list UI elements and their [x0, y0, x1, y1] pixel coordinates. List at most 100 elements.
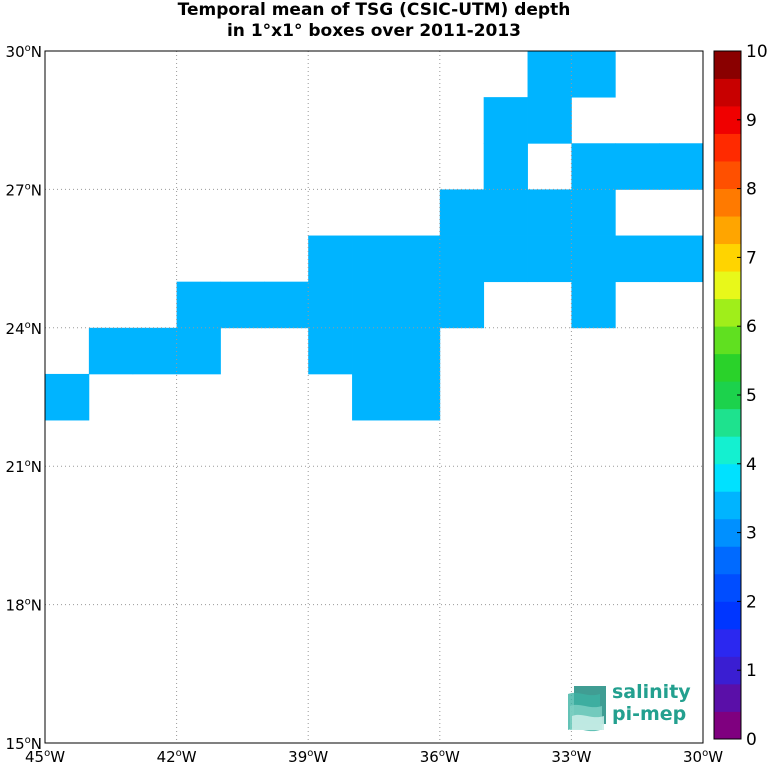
- colorbar-segment: [714, 408, 741, 437]
- longitude-tick-label: 33oW: [551, 748, 591, 763]
- latitude-tick-label: 21oN: [6, 458, 42, 476]
- data-cell: [395, 235, 441, 283]
- data-cell: [88, 327, 134, 375]
- data-cell: [439, 189, 485, 236]
- data-cell: [571, 143, 616, 190]
- data-cell: [483, 143, 528, 190]
- data-cell: [308, 281, 353, 329]
- latitude-axis: 15oN 18oN 21oN 24oN 27oN 30oN: [6, 43, 42, 753]
- data-cell: [615, 143, 660, 190]
- colorbar-segment: [714, 546, 741, 575]
- colorbar-segment: [714, 78, 741, 107]
- data-cell: [352, 235, 397, 283]
- data-cell: [132, 327, 177, 375]
- data-cell: [395, 327, 441, 375]
- map-gridlines: [45, 51, 703, 743]
- data-cell: [659, 143, 704, 190]
- data-cell: [571, 189, 616, 236]
- logo-wordmark: salinity pi-mep: [612, 681, 691, 725]
- data-cell: [483, 97, 528, 144]
- logo-line-2: pi-mep: [612, 703, 687, 725]
- colorbar-tick-label: 10: [746, 42, 768, 62]
- data-cell: [571, 51, 616, 98]
- data-cell: [308, 327, 353, 375]
- colorbar-segment: [714, 133, 741, 162]
- colorbar-tick-label: 8: [746, 180, 757, 200]
- colorbar-segment: [714, 106, 741, 134]
- map-title-line-2: in 1°x1° boxes over 2011-2013: [226, 21, 522, 41]
- data-cell: [352, 281, 397, 329]
- data-cell: [571, 235, 616, 283]
- colorbar-segment: [714, 463, 741, 492]
- colorbar-tick-label: 7: [746, 248, 757, 268]
- colorbar-segment: [714, 628, 741, 657]
- colorbar-tick-label: 3: [746, 524, 757, 544]
- logo-line-1: salinity: [612, 681, 691, 703]
- colorbar-tick-label: 4: [746, 455, 757, 475]
- colorbar-segment: [714, 326, 741, 355]
- colorbar-segment: [714, 188, 741, 217]
- data-cell: [439, 235, 485, 283]
- colorbar-segment: [714, 711, 741, 740]
- colorbar-segment: [714, 491, 741, 520]
- colorbar-tick-label: 5: [746, 386, 757, 406]
- colorbar-segment: [714, 51, 741, 79]
- data-cell: [308, 235, 353, 283]
- data-cell: [527, 189, 572, 236]
- colorbar-segment: [714, 656, 741, 685]
- latitude-tick-label: 30oN: [6, 43, 42, 61]
- data-cell: [527, 235, 572, 283]
- data-cell: [220, 281, 265, 329]
- salinity-pi-mep-logo-icon: [568, 686, 606, 732]
- data-cell: [615, 235, 660, 283]
- data-cell: [395, 373, 441, 421]
- colorbar-segment: [714, 436, 741, 465]
- data-cell: [483, 189, 528, 236]
- colorbar-segment: [714, 243, 741, 272]
- map-title: Temporal mean of TSG (CSIC-UTM) depth in…: [45, 0, 703, 42]
- colorbar-segment: [714, 298, 741, 327]
- colorbar-tick-label: 9: [746, 111, 757, 131]
- latitude-tick-label: 15oN: [6, 735, 42, 753]
- colorbar-segment: [714, 518, 741, 547]
- colorbar-segment: [714, 353, 741, 382]
- data-cell: [45, 373, 90, 421]
- longitude-axis: 45oW 42oW 39oW 36oW 33oW 30oW: [25, 748, 723, 763]
- colorbar: 0 1 2 3 4 5 6 7 8 9 10: [713, 42, 768, 750]
- data-cells: [45, 51, 704, 421]
- colorbar-tick-label: 0: [746, 730, 757, 750]
- data-cell: [527, 97, 572, 144]
- longitude-tick-label: 45oW: [25, 748, 65, 763]
- data-cell: [176, 281, 221, 329]
- colorbar-segment: [714, 381, 741, 410]
- data-cell: [571, 281, 616, 329]
- longitude-tick-label: 39oW: [288, 748, 328, 763]
- colorbar-segment: [714, 271, 741, 300]
- colorbar-segment: [714, 216, 741, 245]
- colorbar-segment: [714, 683, 741, 712]
- data-cell: [483, 235, 528, 283]
- colorbar-segment: [714, 573, 741, 602]
- data-cell: [264, 281, 309, 329]
- longitude-tick-label: 42oW: [157, 748, 197, 763]
- longitude-tick-label: 30oW: [683, 748, 723, 763]
- data-cell: [527, 51, 572, 98]
- colorbar-tick-label: 6: [746, 317, 757, 337]
- latitude-tick-label: 18oN: [6, 597, 42, 615]
- map-title-line-1: Temporal mean of TSG (CSIC-UTM) depth: [177, 0, 571, 20]
- longitude-tick-label: 36oW: [420, 748, 460, 763]
- colorbar-segment: [714, 601, 741, 630]
- data-cell: [176, 327, 221, 375]
- latitude-tick-label: 24oN: [6, 320, 42, 338]
- data-cell: [659, 235, 704, 283]
- data-cell: [439, 281, 485, 329]
- data-cell: [352, 373, 397, 421]
- data-cell: [395, 281, 441, 329]
- latitude-tick-label: 27oN: [6, 181, 42, 199]
- map-frame: [44, 50, 704, 744]
- data-cell: [352, 327, 397, 375]
- colorbar-tick-label: 1: [746, 661, 757, 681]
- colorbar-tick-label: 2: [746, 592, 757, 612]
- colorbar-segment: [714, 161, 741, 189]
